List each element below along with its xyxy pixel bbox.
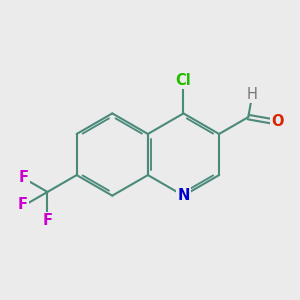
Text: H: H: [246, 87, 257, 102]
Text: F: F: [43, 213, 52, 228]
Text: O: O: [272, 114, 284, 129]
Text: F: F: [17, 197, 28, 212]
Text: Cl: Cl: [176, 73, 191, 88]
Text: N: N: [177, 188, 190, 203]
Text: F: F: [18, 169, 28, 184]
